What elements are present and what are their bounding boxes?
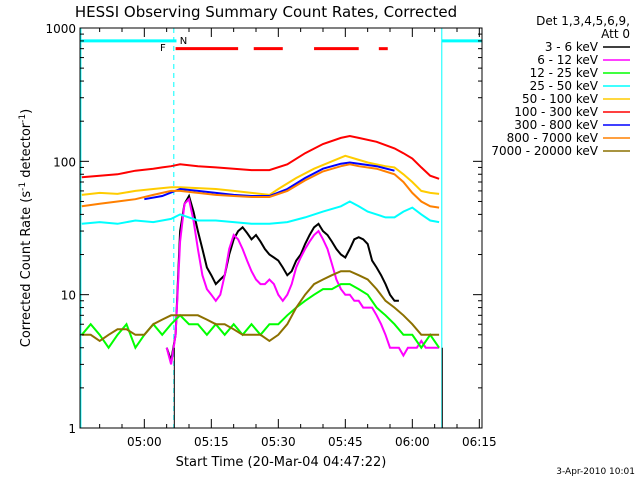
y-tick-label: 100 [53, 155, 76, 169]
series-line-8 [81, 163, 440, 209]
series-line-1 [165, 193, 399, 361]
legend-label: 6 - 12 keV [537, 53, 599, 67]
x-tick-label: 05:45 [328, 435, 363, 449]
legend-label: 800 - 7000 keV [507, 131, 599, 145]
x-axis: 05:00 05:15 05:30 05:45 06:00 06:15 [99, 28, 497, 449]
y-tick-label: 1000 [45, 22, 76, 36]
legend-label: 300 - 800 keV [514, 118, 598, 132]
series-line-6 [81, 134, 440, 180]
legend-label: 50 - 100 keV [522, 92, 599, 106]
legend-label: 12 - 25 keV [530, 66, 599, 80]
plot-frame [79, 27, 483, 429]
x-tick-label: 05:15 [194, 435, 229, 449]
x-axis-label: Start Time (20-Mar-04 04:47:22) [176, 455, 387, 470]
series-line-4 [81, 200, 440, 225]
y-tick-label: 10 [61, 289, 76, 303]
legend-header-line-2: Att 0 [601, 27, 630, 41]
legend-label: 7000 - 20000 keV [491, 144, 598, 158]
legend-header-line-1: Det 1,3,4,5,6,9, [536, 14, 630, 28]
footer-date: 3-Apr-2010 10:01 [556, 467, 635, 477]
chart-title: HESSI Observing Summary Count Rates, Cor… [75, 3, 457, 21]
y-axis-label: Corrected Count Rate (s-1 detector-1) [18, 109, 34, 347]
x-tick-label: 05:00 [127, 435, 162, 449]
series-line-7 [144, 161, 395, 201]
night-flag-letter: N [180, 36, 187, 47]
y-tick-label: 1 [68, 422, 76, 436]
legend-label: 100 - 300 keV [514, 105, 598, 119]
flare-flag-letter: F [160, 43, 166, 54]
series-line-2 [165, 197, 440, 365]
legend-label: 3 - 6 keV [545, 40, 599, 54]
series-line-5 [81, 154, 440, 196]
series-line-3 [81, 283, 440, 350]
plot-area [80, 28, 482, 428]
x-tick-label: 06:00 [395, 435, 430, 449]
x-tick-label: 05:30 [261, 435, 296, 449]
y-axis: 1 10 100 1000 [45, 22, 482, 436]
x-tick-label: 06:15 [462, 435, 497, 449]
series-line-9 [81, 270, 440, 343]
legend-label: 25 - 50 keV [530, 79, 599, 93]
